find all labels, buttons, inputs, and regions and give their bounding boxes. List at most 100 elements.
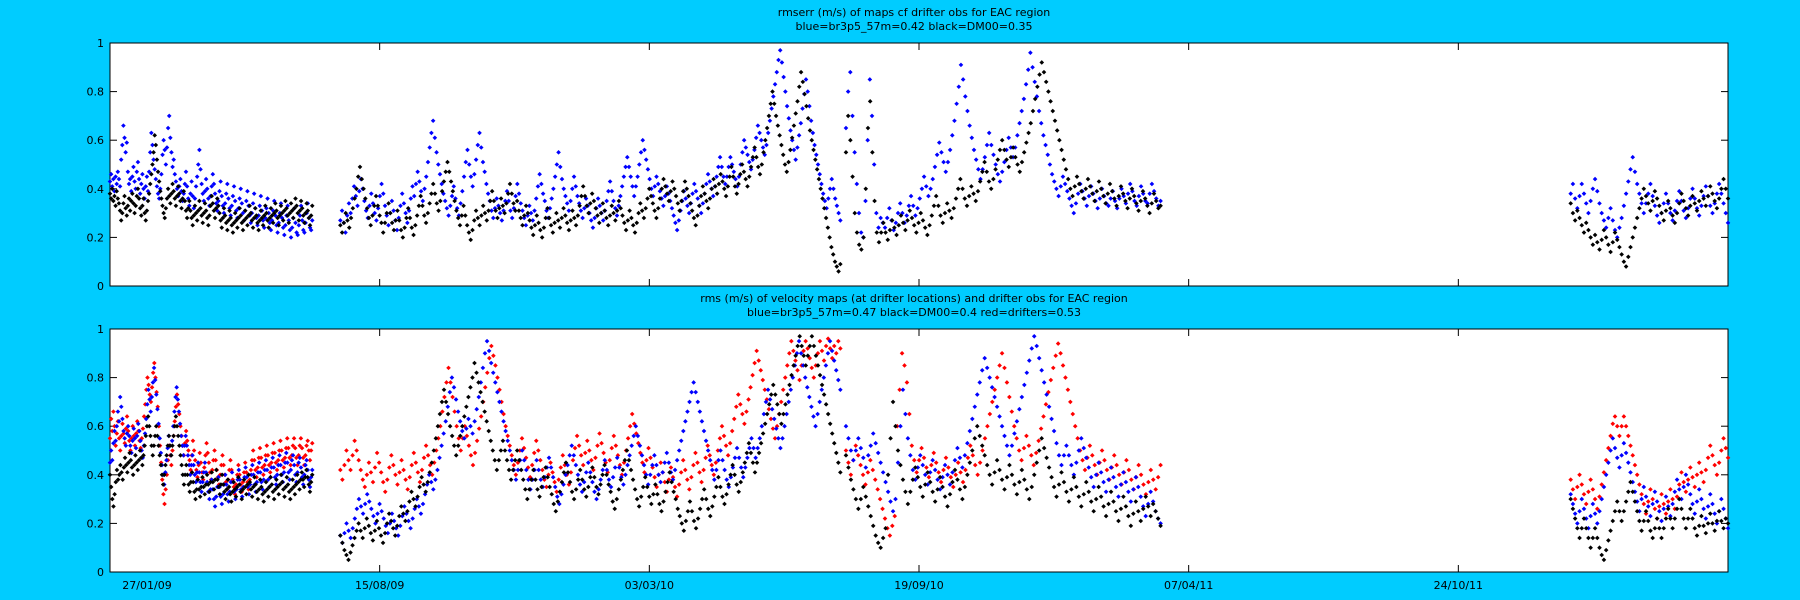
data-point — [618, 193, 623, 199]
data-point — [180, 472, 186, 478]
data-point — [1099, 448, 1105, 453]
data-point — [168, 135, 173, 141]
data-point — [1608, 205, 1613, 211]
data-point — [1657, 220, 1662, 226]
data-point — [500, 203, 506, 209]
data-point — [136, 196, 142, 201]
data-point — [883, 230, 888, 235]
data-point — [675, 506, 681, 512]
data-point — [379, 181, 384, 187]
data-point — [187, 457, 192, 463]
data-point — [580, 462, 586, 468]
data-point — [921, 174, 927, 179]
data-point — [1714, 518, 1720, 524]
data-point — [1568, 491, 1573, 497]
data-point — [993, 162, 998, 167]
data-point — [1676, 496, 1682, 502]
data-point — [1699, 513, 1704, 519]
data-point — [1668, 487, 1673, 492]
data-point — [744, 450, 750, 456]
data-point — [1674, 210, 1680, 216]
data-point — [1060, 174, 1066, 179]
data-point — [1608, 528, 1613, 533]
data-point — [892, 513, 898, 519]
data-point — [251, 472, 256, 478]
data-point — [932, 164, 938, 170]
data-point — [684, 477, 690, 482]
data-point — [1586, 227, 1591, 233]
data-point — [805, 116, 811, 121]
data-point — [984, 142, 990, 148]
data-point — [938, 479, 944, 485]
data-point — [978, 176, 983, 182]
data-point — [670, 474, 676, 480]
data-point — [780, 436, 785, 441]
data-point — [499, 218, 505, 223]
data-point — [492, 457, 498, 463]
data-point — [680, 188, 686, 194]
data-point — [1639, 196, 1644, 201]
data-point — [632, 230, 638, 235]
data-point — [1592, 511, 1598, 516]
data-point — [1119, 186, 1124, 192]
data-point — [232, 491, 238, 497]
data-point — [730, 462, 735, 468]
data-point — [748, 450, 754, 456]
data-point — [655, 491, 660, 497]
data-point — [122, 455, 128, 461]
data-point — [701, 467, 706, 473]
data-point — [987, 411, 993, 417]
data-point — [1617, 225, 1622, 230]
data-point — [829, 244, 834, 250]
data-point — [753, 135, 759, 141]
data-point — [699, 419, 705, 424]
data-point — [969, 135, 975, 141]
data-point — [982, 154, 988, 160]
data-point — [150, 370, 156, 376]
data-point — [669, 479, 674, 485]
data-point — [678, 470, 684, 475]
data-point — [226, 218, 231, 223]
data-point — [689, 508, 695, 514]
data-point — [1123, 479, 1129, 485]
data-point — [1632, 225, 1638, 230]
data-point — [970, 416, 975, 422]
data-point — [1661, 525, 1667, 531]
data-point — [934, 152, 940, 158]
data-point — [197, 494, 203, 499]
data-point — [212, 504, 218, 509]
data-point — [707, 179, 713, 184]
data-point — [449, 375, 455, 380]
data-point — [1628, 470, 1633, 475]
data-point — [811, 375, 817, 380]
data-point — [966, 193, 972, 199]
data-point — [1670, 525, 1675, 531]
data-point — [439, 399, 445, 405]
data-point — [922, 472, 928, 478]
data-point — [147, 397, 152, 402]
data-point — [309, 203, 315, 209]
data-point — [1148, 489, 1153, 495]
data-point — [509, 457, 515, 463]
data-point — [994, 457, 1000, 463]
data-point — [1643, 494, 1649, 499]
data-point — [614, 455, 620, 461]
data-point — [898, 213, 904, 218]
data-point — [1044, 392, 1049, 397]
data-point — [962, 196, 968, 201]
data-point — [1586, 535, 1591, 541]
data-point — [911, 222, 917, 228]
data-point — [346, 557, 351, 563]
data-point — [629, 215, 634, 221]
data-point — [1703, 184, 1709, 189]
data-point — [1650, 535, 1655, 541]
data-point — [209, 470, 215, 475]
data-point — [1710, 521, 1715, 526]
data-point — [1621, 203, 1627, 209]
data-point — [261, 213, 267, 218]
data-point — [1061, 453, 1067, 458]
data-point — [435, 467, 440, 473]
data-point — [463, 213, 468, 218]
data-point — [1588, 545, 1593, 550]
data-point — [502, 210, 507, 216]
